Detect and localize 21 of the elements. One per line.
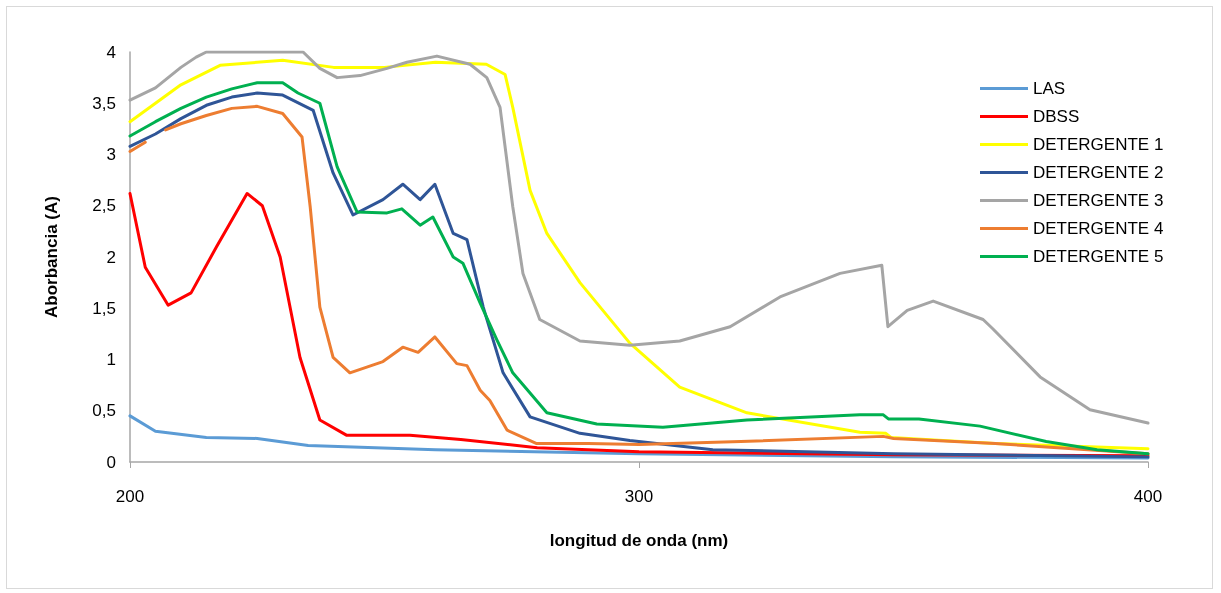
legend-label: LAS (1033, 79, 1066, 98)
y-axis-title: Aborbancia (A) (42, 196, 61, 318)
x-tick-label: 200 (115, 487, 145, 506)
y-tick-label: 2 (106, 247, 116, 267)
y-tick-label: 4 (106, 42, 116, 62)
legend-label: DETERGENTE 3 (1033, 191, 1164, 210)
legend-label: DETERGENTE 5 (1033, 247, 1164, 266)
y-tick-label: 0 (106, 452, 116, 472)
legend-label: DETERGENTE 2 (1033, 163, 1164, 182)
legend-label: DBSS (1033, 107, 1080, 126)
x-tick-label: 400 (1133, 487, 1163, 506)
x-tick-label: 300 (624, 487, 654, 506)
y-tick-label: 1 (106, 350, 116, 369)
legend-label: DETERGENTE 1 (1033, 135, 1164, 154)
x-axis-title: longitud de onda (nm) (549, 531, 729, 550)
y-tick-label: 3,5 (92, 93, 116, 113)
y-tick-label: 1,5 (92, 298, 116, 318)
y-tick-label: 2,5 (92, 196, 116, 216)
y-tick-label: 0,5 (92, 401, 116, 421)
legend-label: DETERGENTE 4 (1033, 219, 1164, 238)
y-tick-label: 3 (106, 145, 116, 164)
